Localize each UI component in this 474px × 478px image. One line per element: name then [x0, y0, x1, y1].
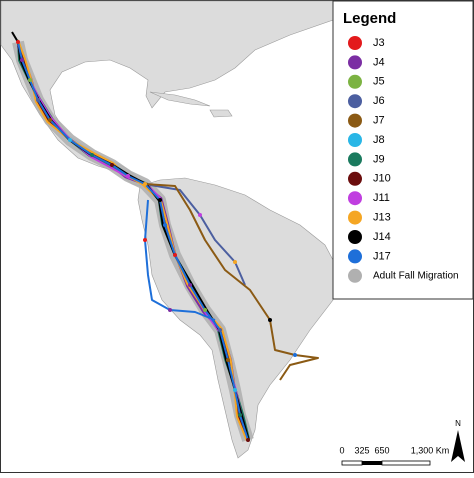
legend-label: Adult Fall Migration	[373, 270, 459, 281]
track	[17, 41, 249, 441]
track-point	[218, 328, 222, 332]
track-point	[16, 40, 20, 44]
track-point	[163, 223, 167, 227]
legend-label: J9	[373, 153, 385, 165]
track-point	[198, 213, 202, 217]
scale-segment	[381, 460, 431, 466]
scale-label: 1,300 Km	[411, 445, 450, 455]
south-america	[137, 177, 334, 459]
legend-title: Legend	[343, 10, 396, 27]
track-point	[293, 353, 297, 357]
north-arrow-shape	[451, 430, 465, 462]
legend: J3 J4 J5 J6 J7 J8 J9 J10 J11 J13 J14 J17 Adult Fall …	[348, 36, 459, 283]
scale-segment	[362, 461, 382, 465]
legend-label: J14	[373, 231, 391, 243]
track-point	[238, 413, 242, 417]
legend-label: J4	[373, 56, 385, 68]
legend-label: J5	[373, 76, 385, 88]
scale-label: 650	[374, 445, 389, 455]
legend-label: J7	[373, 115, 385, 127]
legend-swatch	[348, 152, 362, 167]
legend-label: J13	[373, 212, 391, 224]
scale-bar: 0 325 650 1,300 Km	[339, 445, 450, 466]
land	[0, 0, 334, 459]
legend-swatch	[348, 268, 362, 283]
north-label: N	[455, 419, 461, 428]
legend-swatch	[348, 249, 362, 264]
track-point	[90, 153, 94, 157]
track-point	[188, 283, 192, 287]
track-point	[28, 78, 32, 82]
track-point	[158, 198, 162, 202]
track-point	[68, 138, 72, 142]
north-america	[0, 0, 334, 187]
legend-swatch	[348, 94, 362, 109]
track-point	[246, 438, 250, 442]
tracks	[11, 31, 319, 442]
track-point	[203, 308, 207, 312]
legend-label: J10	[373, 173, 391, 185]
track	[144, 183, 319, 381]
north-arrow: N	[451, 419, 465, 462]
legend-swatch	[348, 171, 362, 186]
legend-swatch	[348, 191, 362, 206]
legend-swatch	[348, 36, 362, 50]
scale-segment	[341, 460, 363, 466]
track	[149, 184, 246, 286]
scale-label: 325	[354, 445, 369, 455]
legend-label: J11	[373, 192, 390, 204]
track-point	[143, 238, 147, 242]
scale-label: 0	[339, 445, 344, 455]
track-point	[48, 118, 52, 122]
track-point	[173, 253, 177, 257]
track-point	[168, 308, 172, 312]
legend-label: J8	[373, 134, 385, 146]
track-point	[233, 260, 237, 264]
legend-swatch	[348, 74, 362, 89]
legend-label: J6	[373, 95, 385, 107]
track-point	[268, 318, 272, 322]
legend-label: J17	[373, 250, 391, 262]
track-point	[233, 388, 237, 392]
legend-swatch	[348, 230, 362, 244]
legend-box	[332, 0, 474, 300]
legend-label: J3	[373, 37, 385, 49]
cuba	[149, 91, 211, 107]
legend-swatch	[348, 113, 362, 128]
track-point	[143, 182, 147, 186]
track-point	[126, 174, 130, 178]
track-point	[36, 98, 40, 102]
track-point	[110, 163, 114, 167]
hispaniola	[209, 109, 233, 118]
track	[17, 39, 248, 441]
legend-swatch	[348, 210, 362, 225]
track-point	[226, 358, 230, 362]
legend-swatch	[348, 133, 362, 147]
legend-swatch	[348, 55, 362, 70]
track-point	[20, 58, 24, 62]
